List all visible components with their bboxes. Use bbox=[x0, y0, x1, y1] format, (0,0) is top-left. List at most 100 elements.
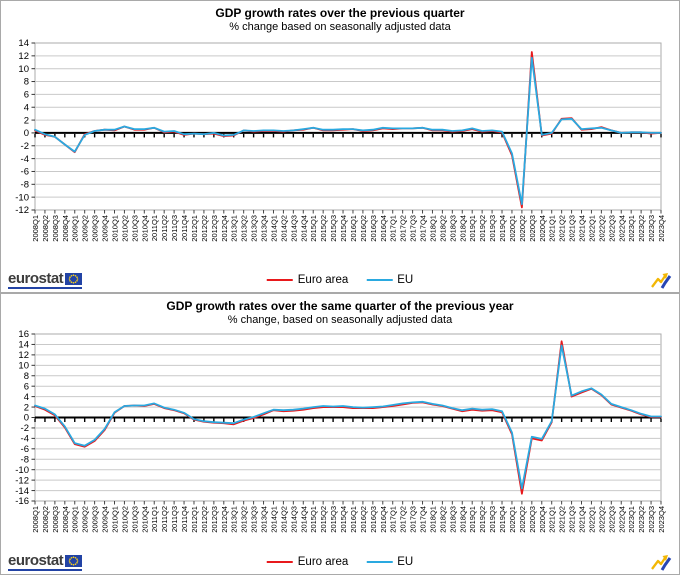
eurostat-logo: eurostat bbox=[8, 271, 83, 289]
x-axis-label: 2012Q4 bbox=[220, 215, 229, 242]
x-axis-label: 2018Q2 bbox=[438, 506, 447, 533]
x-axis-label: 2020Q1 bbox=[508, 215, 517, 242]
x-axis-label: 2021Q3 bbox=[568, 215, 577, 242]
series-line-eu bbox=[34, 344, 662, 490]
x-axis-label: 2009Q1 bbox=[71, 506, 80, 533]
x-axis-label: 2013Q3 bbox=[250, 215, 259, 242]
x-axis-label: 2013Q1 bbox=[230, 506, 239, 533]
panel-footer: eurostat Euro area EU bbox=[1, 271, 679, 289]
eurostat-logo-text: eurostat bbox=[8, 552, 64, 569]
x-axis-label: 2020Q4 bbox=[538, 506, 547, 533]
y-axis-label: 0 bbox=[24, 128, 29, 139]
x-axis-label: 2016Q4 bbox=[379, 215, 388, 242]
x-axis-label: 2012Q1 bbox=[190, 215, 199, 242]
eurostat-logo: eurostat bbox=[8, 552, 83, 571]
x-axis-label: 2019Q4 bbox=[498, 215, 507, 242]
x-axis-label: 2009Q4 bbox=[101, 506, 110, 533]
x-axis-label: 2011Q3 bbox=[170, 215, 179, 241]
legend: Euro area EU bbox=[266, 274, 413, 286]
y-axis-label: -8 bbox=[21, 180, 29, 191]
x-axis-label: 2013Q4 bbox=[260, 215, 269, 242]
x-axis-label: 2022Q4 bbox=[617, 215, 626, 242]
x-axis-label: 2016Q1 bbox=[349, 215, 358, 242]
x-axis-label: 2011Q4 bbox=[180, 215, 189, 241]
x-axis-label: 2011Q2 bbox=[160, 215, 169, 241]
x-axis-label: 2012Q4 bbox=[220, 506, 229, 533]
chart-title: GDP growth rates over the same quarter o… bbox=[166, 299, 514, 313]
x-axis-label: 2009Q3 bbox=[91, 506, 100, 533]
x-axis-label: 2015Q3 bbox=[329, 506, 338, 533]
y-axis-label: -2 bbox=[21, 423, 29, 434]
chart-title: GDP growth rates over the previous quart… bbox=[215, 6, 465, 20]
x-axis-label: 2016Q3 bbox=[369, 506, 378, 533]
panel-year-on-year: GDP growth rates over the same quarter o… bbox=[0, 293, 680, 575]
x-axis-label: 2015Q1 bbox=[309, 506, 318, 533]
y-axis-label: -2 bbox=[21, 141, 29, 152]
logo-underline bbox=[8, 569, 83, 571]
y-axis-label: 2 bbox=[24, 402, 29, 413]
x-axis-label: 2021Q4 bbox=[578, 506, 587, 533]
x-axis-label: 2017Q3 bbox=[409, 215, 418, 242]
legend-swatch bbox=[366, 278, 393, 282]
x-axis-label: 2021Q1 bbox=[548, 506, 557, 533]
x-axis-label: 2018Q1 bbox=[428, 215, 437, 242]
x-axis-label: 2010Q2 bbox=[120, 506, 129, 533]
x-axis-label: 2023Q1 bbox=[627, 215, 636, 242]
y-axis-label: 10 bbox=[18, 64, 29, 75]
x-axis-label: 2021Q1 bbox=[548, 215, 557, 242]
x-axis-label: 2008Q1 bbox=[31, 215, 40, 242]
x-axis-label: 2013Q1 bbox=[230, 215, 239, 242]
y-axis-label: 16 bbox=[18, 329, 29, 340]
legend-swatch bbox=[266, 560, 293, 564]
x-axis-label: 2018Q3 bbox=[448, 506, 457, 533]
y-axis-label: -12 bbox=[15, 205, 29, 216]
x-axis-label: 2016Q2 bbox=[359, 215, 368, 242]
x-axis-label: 2017Q3 bbox=[409, 506, 418, 533]
x-axis-label: 2021Q2 bbox=[558, 506, 567, 533]
x-axis-label: 2008Q3 bbox=[51, 506, 60, 533]
x-axis-label: 2017Q2 bbox=[399, 215, 408, 242]
y-axis-label: 12 bbox=[18, 51, 29, 62]
x-axis-label: 2018Q4 bbox=[458, 215, 467, 242]
x-axis-label: 2017Q1 bbox=[389, 506, 398, 533]
legend-swatch bbox=[266, 278, 293, 282]
x-axis-label: 2019Q1 bbox=[468, 215, 477, 242]
x-axis-label: 2013Q2 bbox=[240, 506, 249, 533]
x-axis-label: 2017Q2 bbox=[399, 506, 408, 533]
legend-label: EU bbox=[397, 556, 414, 568]
x-axis-label: 2019Q2 bbox=[478, 215, 487, 242]
panel-quarter-on-quarter: GDP growth rates over the previous quart… bbox=[0, 0, 680, 293]
legend-swatch bbox=[366, 560, 393, 564]
x-axis-label: 2016Q2 bbox=[359, 506, 368, 533]
x-axis-label: 2022Q4 bbox=[617, 506, 626, 533]
x-axis-label: 2022Q1 bbox=[587, 506, 596, 533]
plot-area bbox=[34, 42, 662, 211]
x-axis-label: 2010Q1 bbox=[110, 506, 119, 533]
x-axis-label: 2012Q1 bbox=[190, 506, 199, 533]
x-axis-label: 2021Q2 bbox=[558, 215, 567, 242]
y-axis-label: 4 bbox=[24, 392, 29, 403]
x-axis-label: 2010Q4 bbox=[140, 215, 149, 242]
x-axis-label: 2019Q4 bbox=[498, 506, 507, 533]
x-axis-label: 2019Q3 bbox=[488, 215, 497, 242]
x-axis-label: 2019Q3 bbox=[488, 506, 497, 533]
y-axis-label: 10 bbox=[18, 361, 29, 372]
x-axis-label: 2017Q1 bbox=[389, 215, 398, 242]
x-axis-label: 2010Q1 bbox=[110, 215, 119, 242]
y-axis-label: 8 bbox=[24, 371, 29, 382]
legend-label: Euro area bbox=[297, 274, 349, 286]
x-axis-label: 2008Q2 bbox=[41, 506, 50, 533]
x-axis-label: 2015Q1 bbox=[309, 215, 318, 242]
legend-entry: Euro area bbox=[266, 556, 348, 568]
y-axis-label: 0 bbox=[24, 413, 29, 424]
x-axis-label: 2019Q1 bbox=[468, 506, 477, 533]
x-axis-label: 2018Q2 bbox=[438, 215, 447, 242]
legend-entry: EU bbox=[366, 556, 413, 568]
y-axis-label: -16 bbox=[15, 496, 29, 507]
x-axis-label: 2008Q3 bbox=[51, 215, 60, 242]
x-axis-label: 2008Q4 bbox=[61, 215, 70, 242]
x-axis-label: 2012Q3 bbox=[210, 506, 219, 533]
x-axis-label: 2014Q4 bbox=[299, 215, 308, 242]
y-axis-label: -14 bbox=[15, 486, 29, 497]
